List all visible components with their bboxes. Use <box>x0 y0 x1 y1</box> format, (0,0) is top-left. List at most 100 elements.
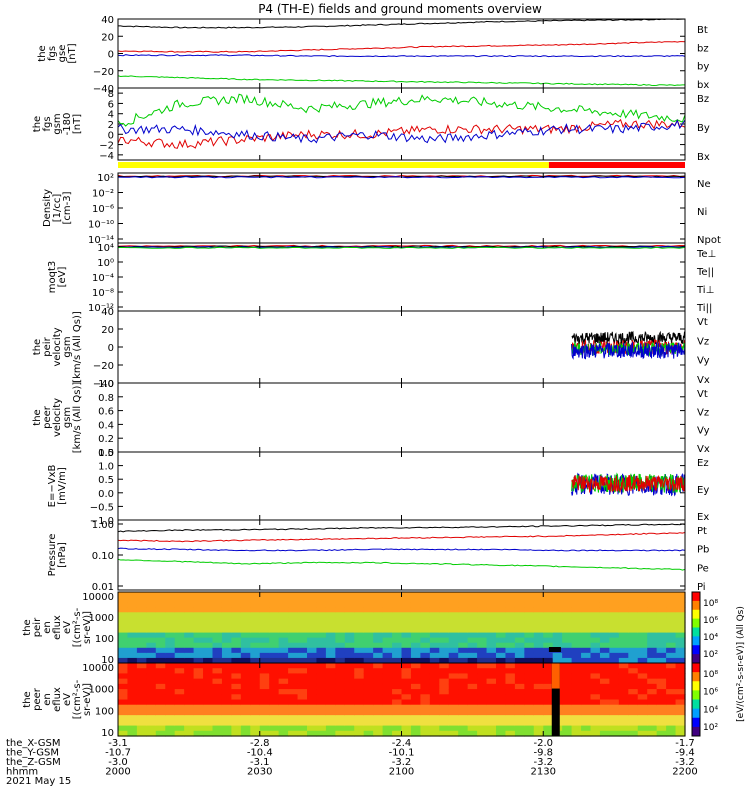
spectrogram-cell <box>165 683 176 690</box>
spectrogram-cell <box>307 642 318 649</box>
y-axis-label-peer_spec: thepeerenefluxeV[(cm²-s-sr-eV)] <box>22 679 93 719</box>
spectrogram-cell <box>344 612 355 618</box>
spectrogram-cell <box>127 607 138 613</box>
legend-pressure-Pi: Pi <box>697 582 706 593</box>
spectrogram-cell <box>250 592 261 598</box>
spectrogram-cell <box>401 663 412 669</box>
x-row-value: -3.1 <box>108 738 128 749</box>
spectrogram-cell <box>496 683 507 690</box>
spectrogram-cell <box>410 652 421 659</box>
spectrogram-cell <box>155 704 166 711</box>
spectrogram-cell <box>467 673 478 680</box>
spectrogram-cell <box>486 617 497 624</box>
spectrogram-cell <box>514 673 525 680</box>
spectrogram-cell <box>392 704 403 711</box>
spectrogram-cell <box>439 704 450 711</box>
y-tick-label: 8 <box>108 89 114 100</box>
spectrogram-cell <box>297 704 308 711</box>
spectrogram-cell <box>656 622 667 629</box>
spectrogram-cell <box>618 592 629 598</box>
spectrogram-cell <box>675 592 686 598</box>
spectrogram-cell <box>363 694 374 701</box>
spectrogram-cell <box>240 592 251 598</box>
spectrogram-cell <box>392 668 403 675</box>
spectrogram-cell <box>562 642 573 649</box>
spectrogram-cell <box>599 709 610 716</box>
spectrogram-cell <box>269 709 280 716</box>
spectrogram-cell <box>155 652 166 659</box>
legend-peer_vel-Vx: Vx <box>697 444 710 455</box>
spectrogram-cell <box>373 663 384 669</box>
spectrogram-cell <box>590 678 601 685</box>
spectrogram-cell <box>477 730 488 737</box>
spectrogram-cell <box>656 637 667 644</box>
spectrogram-cell <box>581 657 592 664</box>
spectrogram-cell <box>118 694 129 701</box>
spectrogram-cell <box>363 683 374 690</box>
spectrogram-cell <box>675 699 686 706</box>
spectrogram-cell <box>288 709 299 716</box>
spectrogram-cell <box>335 627 346 634</box>
spectrogram-cell <box>231 622 242 629</box>
legend-density-Npot: Npot <box>697 235 721 246</box>
spectrogram-cell <box>666 637 677 644</box>
spectrogram-cell <box>543 637 554 644</box>
spectrogram-cell <box>429 673 440 680</box>
spectrogram-cell <box>221 642 232 649</box>
legend-fgs-Bt: Bt <box>697 25 708 36</box>
spectrogram-cell <box>637 694 648 701</box>
spectrogram-cell <box>410 673 421 680</box>
spectrogram-cell <box>477 715 488 721</box>
series-Pt <box>117 523 686 533</box>
spectrogram-cell <box>505 652 516 659</box>
spectrogram-cell <box>382 720 393 727</box>
spectrogram-cell <box>486 657 497 664</box>
spectrogram-cell <box>354 602 365 608</box>
spectrogram-cell <box>429 597 440 603</box>
spectrogram-cell <box>439 668 450 675</box>
spectrogram-cell <box>496 632 507 639</box>
spectrogram-cell <box>401 627 412 634</box>
spectrogram-cell <box>666 617 677 624</box>
spectrogram-cell <box>675 668 686 675</box>
spectrogram-cell <box>288 627 299 634</box>
spectrogram-cell <box>514 602 525 608</box>
spectrogram-cell <box>524 642 535 649</box>
spectrogram-cell <box>127 612 138 618</box>
spectrogram-cell <box>278 725 289 732</box>
spectrogram-cell <box>136 699 147 706</box>
spectrogram-cell <box>486 709 497 716</box>
spectrogram-cell <box>382 673 393 680</box>
spectrogram-cell <box>354 642 365 649</box>
spectrogram-cell <box>467 657 478 664</box>
spectrogram-cell <box>401 612 412 618</box>
spectrogram-cell <box>543 592 554 598</box>
spectrogram-cell <box>212 720 223 727</box>
spectrogram-cell <box>666 622 677 629</box>
spectrogram-cell <box>316 730 327 737</box>
spectrogram-cell <box>382 637 393 644</box>
spectrogram-cell <box>410 663 421 669</box>
spectrogram-cell <box>184 730 195 737</box>
spectrogram-cell <box>373 678 384 685</box>
y-axis-label-pressure: Pressure[nPa] <box>47 534 68 577</box>
spectrogram-cell <box>439 617 450 624</box>
colorbar-segment <box>692 681 700 691</box>
spectrogram-cell <box>212 632 223 639</box>
spectrogram-cell <box>666 673 677 680</box>
spectrogram-cell <box>297 673 308 680</box>
spectrogram-cell <box>420 668 431 675</box>
series-bz <box>117 41 686 53</box>
spectrogram-cell <box>354 689 365 695</box>
spectrogram-cell <box>240 642 251 649</box>
spectrogram-cell <box>571 652 582 659</box>
spectrogram-cell <box>174 673 185 680</box>
spectrogram-cell <box>354 617 365 624</box>
spectrogram-cell <box>174 647 185 654</box>
spectrogram-cell <box>637 612 648 618</box>
spectrogram-cell <box>288 657 299 664</box>
spectrogram-cell <box>221 647 232 654</box>
spectrogram-cell <box>599 694 610 701</box>
spectrogram-cell <box>174 725 185 732</box>
